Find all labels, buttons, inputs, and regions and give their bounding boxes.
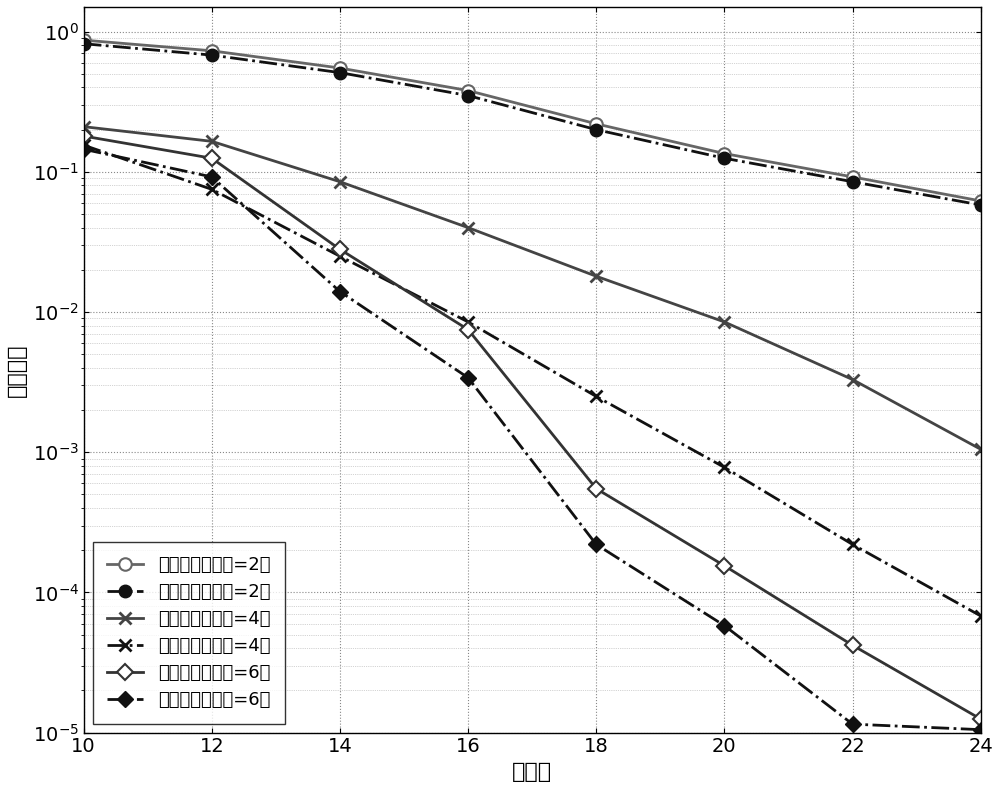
价真值（中继数=4） [334,252,346,261]
Line: 价真值（中继数=6）: 价真值（中继数=6） [78,144,986,735]
理论值（中继数=2） [590,119,602,129]
Line: 理论值（中继数=4）: 理论值（中继数=4） [77,121,987,455]
价真值（中继数=6） [590,540,602,549]
理论值（中继数=4） [718,317,730,327]
理论值（中继数=2） [462,86,474,95]
Line: 理论值（中继数=6）: 理论值（中继数=6） [78,130,986,724]
价真值（中继数=2） [334,68,346,77]
Line: 价真值（中继数=4）: 价真值（中继数=4） [77,139,987,623]
理论值（中继数=6） [206,154,218,163]
价真值（中继数=4） [590,391,602,401]
价真值（中继数=6） [206,172,218,181]
价真值（中继数=2） [78,39,90,48]
理论值（中继数=4） [206,136,218,146]
理论值（中继数=4） [78,122,90,132]
Line: 价真值（中继数=2）: 价真值（中继数=2） [77,37,987,211]
价真值（中继数=4） [847,540,859,549]
理论值（中继数=4） [462,222,474,232]
价真值（中继数=2） [718,154,730,163]
价真值（中继数=6） [462,373,474,383]
理论值（中继数=4） [590,271,602,281]
X-axis label: 总包数: 总包数 [512,762,552,782]
理论值（中继数=6） [590,484,602,493]
价真值（中继数=2） [590,125,602,134]
价真值（中继数=6） [78,144,90,154]
价真值（中继数=4） [78,140,90,150]
理论值（中继数=2） [334,63,346,73]
价真值（中继数=4） [718,462,730,472]
理论值（中继数=2） [847,172,859,181]
Line: 理论值（中继数=2）: 理论值（中继数=2） [77,34,987,208]
理论值（中继数=2） [975,196,987,206]
理论值（中继数=4） [334,177,346,186]
Legend: 理论值（中继数=2）, 价真值（中继数=2）, 理论值（中继数=4）, 价真值（中继数=4）, 理论值（中继数=6）, 价真值（中继数=6）: 理论值（中继数=2）, 价真值（中继数=2）, 理论值（中继数=4）, 价真值（… [93,541,285,724]
理论值（中继数=6） [334,245,346,254]
理论值（中继数=4） [975,444,987,454]
理论值（中继数=2） [718,149,730,159]
价真值（中继数=6） [334,287,346,297]
理论值（中继数=6） [847,641,859,650]
价真值（中继数=4） [206,185,218,194]
理论值（中继数=2） [206,46,218,55]
理论值（中继数=6） [78,131,90,140]
Y-axis label: 破评概率: 破评概率 [7,343,27,397]
价真值（中继数=2） [975,200,987,210]
价真值（中继数=4） [462,317,474,327]
理论值（中继数=6） [462,325,474,335]
理论值（中继数=6） [975,714,987,724]
价真值（中继数=2） [462,91,474,100]
理论值（中继数=4） [847,375,859,384]
价真值（中继数=6） [718,621,730,630]
价真值（中继数=6） [975,725,987,735]
价真值（中继数=2） [206,50,218,60]
价真值（中继数=6） [847,720,859,729]
理论值（中继数=2） [78,36,90,45]
理论值（中继数=6） [718,561,730,570]
价真值（中继数=4） [975,611,987,621]
价真值（中继数=2） [847,177,859,186]
